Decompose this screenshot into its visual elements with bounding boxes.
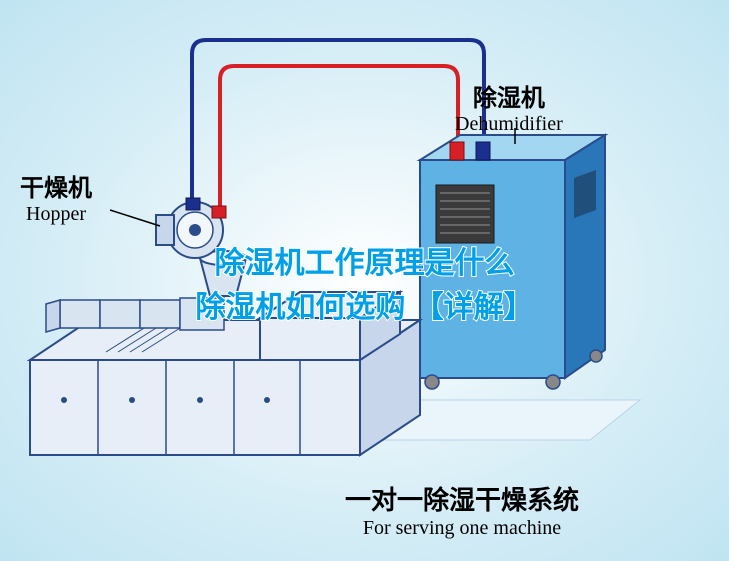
label-system-cn: 一对一除湿干燥系统 bbox=[345, 480, 579, 517]
label-dehumidifier-en: Dehumidifier bbox=[455, 113, 563, 136]
label-dehumidifier-cn: 除湿机 bbox=[455, 78, 563, 113]
leader-hopper bbox=[110, 210, 160, 226]
label-system: 一对一除湿干燥系统 For serving one machine bbox=[345, 480, 579, 540]
label-hopper-en: Hopper bbox=[20, 203, 92, 226]
overlay-line2: 除湿机如何选购 【详解】 bbox=[195, 282, 533, 326]
label-dehumidifier: 除湿机 Dehumidifier bbox=[455, 78, 563, 136]
label-hopper: 干燥机 Hopper bbox=[20, 168, 92, 226]
label-system-en: For serving one machine bbox=[345, 517, 579, 540]
overlay-line1: 除湿机工作原理是什么 bbox=[195, 238, 533, 282]
label-hopper-cn: 干燥机 bbox=[20, 168, 92, 203]
overlay-title: 除湿机工作原理是什么 除湿机如何选购 【详解】 bbox=[195, 238, 533, 326]
